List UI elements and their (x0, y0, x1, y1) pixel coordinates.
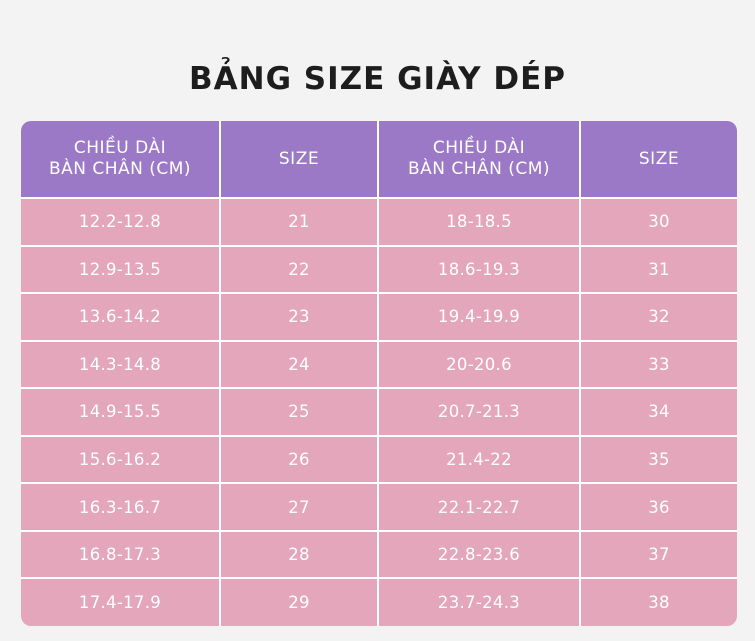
header-line-1: SIZE (278, 148, 320, 169)
cell-foot-length: 17.4-17.9 (21, 577, 221, 626)
cell-size: 34 (579, 387, 737, 437)
header-line-2: BÀN CHÂN (CM) (407, 159, 551, 179)
cell-size: 27 (219, 482, 379, 532)
cell-size: 23 (219, 292, 379, 342)
cell-foot-length: 14.9-15.5 (21, 387, 221, 437)
cell-size: 35 (579, 434, 737, 485)
cell-foot-length: 12.2-12.8 (21, 197, 221, 247)
table-row: 14.9-15.5 25 20.7-21.3 34 (21, 387, 737, 437)
header-size: SIZE (579, 121, 737, 199)
table-row: 16.8-17.3 28 22.8-23.6 37 (21, 529, 737, 580)
cell-foot-length: 12.9-13.5 (21, 244, 221, 295)
cell-size: 32 (579, 292, 737, 342)
table-row: 15.6-16.2 26 21.4-22 35 (21, 434, 737, 485)
header-line-1: SIZE (638, 148, 680, 169)
cell-foot-length: 18-18.5 (377, 197, 581, 247)
table-row: 17.4-17.9 29 23.7-24.3 38 (21, 577, 737, 626)
cell-foot-length: 13.6-14.2 (21, 292, 221, 342)
header-size: SIZE (219, 121, 379, 199)
cell-size: 24 (219, 339, 379, 390)
cell-foot-length: 18.6-19.3 (377, 244, 581, 295)
cell-foot-length: 16.3-16.7 (21, 482, 221, 532)
cell-foot-length: 20.7-21.3 (377, 387, 581, 437)
table-row: 14.3-14.8 24 20-20.6 33 (21, 339, 737, 390)
cell-size: 33 (579, 339, 737, 390)
cell-foot-length: 16.8-17.3 (21, 529, 221, 580)
table-row: 13.6-14.2 23 19.4-19.9 32 (21, 292, 737, 342)
size-chart-table-container: CHIỀU DÀI BÀN CHÂN (CM) SIZE CHIỀU DÀI B… (21, 121, 737, 626)
cell-size: 30 (579, 197, 737, 247)
cell-foot-length: 19.4-19.9 (377, 292, 581, 342)
cell-size: 26 (219, 434, 379, 485)
table-row: 12.2-12.8 21 18-18.5 30 (21, 197, 737, 247)
cell-size: 37 (579, 529, 737, 580)
cell-foot-length: 14.3-14.8 (21, 339, 221, 390)
cell-foot-length: 15.6-16.2 (21, 434, 221, 485)
table-row: 16.3-16.7 27 22.1-22.7 36 (21, 482, 737, 532)
cell-size: 21 (219, 197, 379, 247)
cell-size: 36 (579, 482, 737, 532)
size-chart-table: CHIỀU DÀI BÀN CHÂN (CM) SIZE CHIỀU DÀI B… (21, 121, 737, 626)
cell-foot-length: 21.4-22 (377, 434, 581, 485)
table-header-row: CHIỀU DÀI BÀN CHÂN (CM) SIZE CHIỀU DÀI B… (21, 121, 737, 199)
cell-size: 38 (579, 577, 737, 626)
header-line-1: CHIỀU DÀI (73, 138, 167, 158)
cell-size: 22 (219, 244, 379, 295)
cell-size: 25 (219, 387, 379, 437)
table-body: 12.2-12.8 21 18-18.5 30 12.9-13.5 22 18.6-19.3… (21, 197, 737, 626)
cell-foot-length: 23.7-24.3 (377, 577, 581, 626)
cell-size: 29 (219, 577, 379, 626)
header-line-2: BÀN CHÂN (CM) (48, 159, 192, 179)
header-line-1: CHIỀU DÀI (432, 138, 526, 158)
table-row: 12.9-13.5 22 18.6-19.3 31 (21, 244, 737, 295)
header-foot-length: CHIỀU DÀI BÀN CHÂN (CM) (21, 121, 221, 199)
cell-size: 31 (579, 244, 737, 295)
cell-foot-length: 20-20.6 (377, 339, 581, 390)
cell-foot-length: 22.1-22.7 (377, 482, 581, 532)
cell-foot-length: 22.8-23.6 (377, 529, 581, 580)
header-foot-length: CHIỀU DÀI BÀN CHÂN (CM) (377, 121, 581, 199)
page-title: BẢNG SIZE GIÀY DÉP (189, 60, 566, 97)
cell-size: 28 (219, 529, 379, 580)
